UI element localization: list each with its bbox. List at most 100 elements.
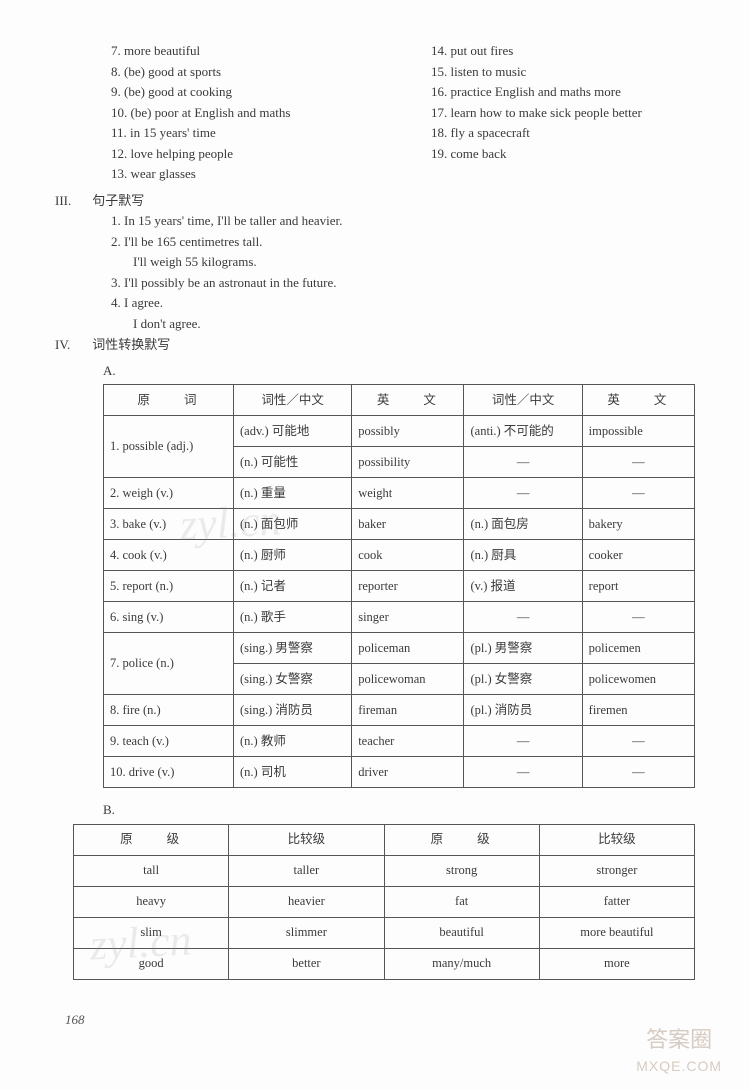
table-row: 7. police (n.)(sing.) 男警察policeman(pl.) … (104, 633, 695, 664)
section-iii: III. 句子默写 1. In 15 years' time, I'll be … (55, 191, 695, 334)
phrase-list-left: 7. more beautiful 8. (be) good at sports… (111, 40, 411, 185)
td: (pl.) 男警察 (464, 633, 582, 664)
td: (n.) 记者 (234, 571, 352, 602)
td: — (464, 447, 582, 478)
table-row: talltallerstrongstronger (74, 855, 695, 886)
subsection-a-label: A. (103, 361, 695, 381)
td: more (539, 948, 694, 979)
td: — (464, 602, 582, 633)
td: (adv.) 可能地 (234, 416, 352, 447)
td: impossible (582, 416, 694, 447)
td: cook (352, 540, 464, 571)
page-number: 168 (65, 1010, 695, 1030)
corner-watermark: 答案圈 MXQE.COM (636, 1028, 722, 1076)
table-b: 原 级 比较级 原 级 比较级 talltallerstrongstronger… (73, 824, 695, 980)
td: (v.) 报道 (464, 571, 582, 602)
td: (sing.) 女警察 (234, 664, 352, 695)
sentence-line: I don't agree. (133, 314, 695, 334)
list-item: 10. (be) poor at English and maths (111, 103, 411, 123)
section-iv: IV. 词性转换默写 (55, 335, 695, 355)
sentence-line: I'll weigh 55 kilograms. (133, 252, 695, 272)
table-row: 8. fire (n.)(sing.) 消防员fireman(pl.) 消防员f… (104, 695, 695, 726)
td: (n.) 重量 (234, 478, 352, 509)
section-title: 句子默写 (92, 191, 144, 211)
td: — (582, 478, 694, 509)
td: — (464, 726, 582, 757)
td: taller (229, 855, 384, 886)
table-row: heavyheavierfatfatter (74, 886, 695, 917)
sentence-line: 4. I agree. (111, 293, 695, 313)
td: fat (384, 886, 539, 917)
td: slim (74, 917, 229, 948)
td: — (582, 602, 694, 633)
td: driver (352, 757, 464, 788)
td: (anti.) 不可能的 (464, 416, 582, 447)
td: (n.) 司机 (234, 757, 352, 788)
td: 2. weigh (v.) (104, 478, 234, 509)
list-item: 7. more beautiful (111, 41, 411, 61)
section-label: III. (55, 191, 89, 211)
td: 5. report (n.) (104, 571, 234, 602)
td: heavier (229, 886, 384, 917)
list-item: 11. in 15 years' time (111, 123, 411, 143)
th: 比较级 (539, 824, 694, 855)
td: fireman (352, 695, 464, 726)
td: policemen (582, 633, 694, 664)
td: stronger (539, 855, 694, 886)
th: 英 文 (582, 385, 694, 416)
td: (n.) 教师 (234, 726, 352, 757)
td: 4. cook (v.) (104, 540, 234, 571)
td: (n.) 可能性 (234, 447, 352, 478)
th: 比较级 (229, 824, 384, 855)
list-item: 15. listen to music (431, 62, 695, 82)
list-item: 13. wear glasses (111, 164, 411, 184)
table-row: 1. possible (adj.)(adv.) 可能地possibly(ant… (104, 416, 695, 447)
td: heavy (74, 886, 229, 917)
sentence-line: 1. In 15 years' time, I'll be taller and… (111, 211, 695, 231)
td: weight (352, 478, 464, 509)
td: 9. teach (v.) (104, 726, 234, 757)
td: (pl.) 女警察 (464, 664, 582, 695)
td: (n.) 歌手 (234, 602, 352, 633)
td: firemen (582, 695, 694, 726)
subsection-b-label: B. (103, 800, 695, 820)
td: (n.) 面包房 (464, 509, 582, 540)
table-row: 10. drive (v.)(n.) 司机driver—— (104, 757, 695, 788)
phrase-list-block: 7. more beautiful 8. (be) good at sports… (111, 40, 695, 185)
list-item: 8. (be) good at sports (111, 62, 411, 82)
td: many/much (384, 948, 539, 979)
td: possibly (352, 416, 464, 447)
td: (sing.) 男警察 (234, 633, 352, 664)
table-row: goodbettermany/muchmore (74, 948, 695, 979)
td: — (582, 726, 694, 757)
sentence-line: 3. I'll possibly be an astronaut in the … (111, 273, 695, 293)
td: (n.) 厨具 (464, 540, 582, 571)
td: 6. sing (v.) (104, 602, 234, 633)
th: 原 级 (384, 824, 539, 855)
td: 3. bake (v.) (104, 509, 234, 540)
td: — (464, 757, 582, 788)
phrase-list-right: 14. put out fires 15. listen to music 16… (431, 40, 695, 185)
th: 英 文 (352, 385, 464, 416)
td: more beautiful (539, 917, 694, 948)
list-item: 14. put out fires (431, 41, 695, 61)
table-row: 9. teach (v.)(n.) 教师teacher—— (104, 726, 695, 757)
td: teacher (352, 726, 464, 757)
td: — (582, 447, 694, 478)
td: 7. police (n.) (104, 633, 234, 695)
list-item: 17. learn how to make sick people better (431, 103, 695, 123)
td: (sing.) 消防员 (234, 695, 352, 726)
td: cooker (582, 540, 694, 571)
table-header-row: 原 级 比较级 原 级 比较级 (74, 824, 695, 855)
sentence-line: 2. I'll be 165 centimetres tall. (111, 232, 695, 252)
td: report (582, 571, 694, 602)
td: 8. fire (n.) (104, 695, 234, 726)
list-item: 19. come back (431, 144, 695, 164)
th: 原 词 (104, 385, 234, 416)
table-a: 原 词 词性／中文 英 文 词性／中文 英 文 1. possible (adj… (103, 384, 695, 788)
td: (n.) 面包师 (234, 509, 352, 540)
td: — (582, 757, 694, 788)
corner-line1: 答案圈 (646, 1027, 712, 1052)
td: slimmer (229, 917, 384, 948)
td: singer (352, 602, 464, 633)
